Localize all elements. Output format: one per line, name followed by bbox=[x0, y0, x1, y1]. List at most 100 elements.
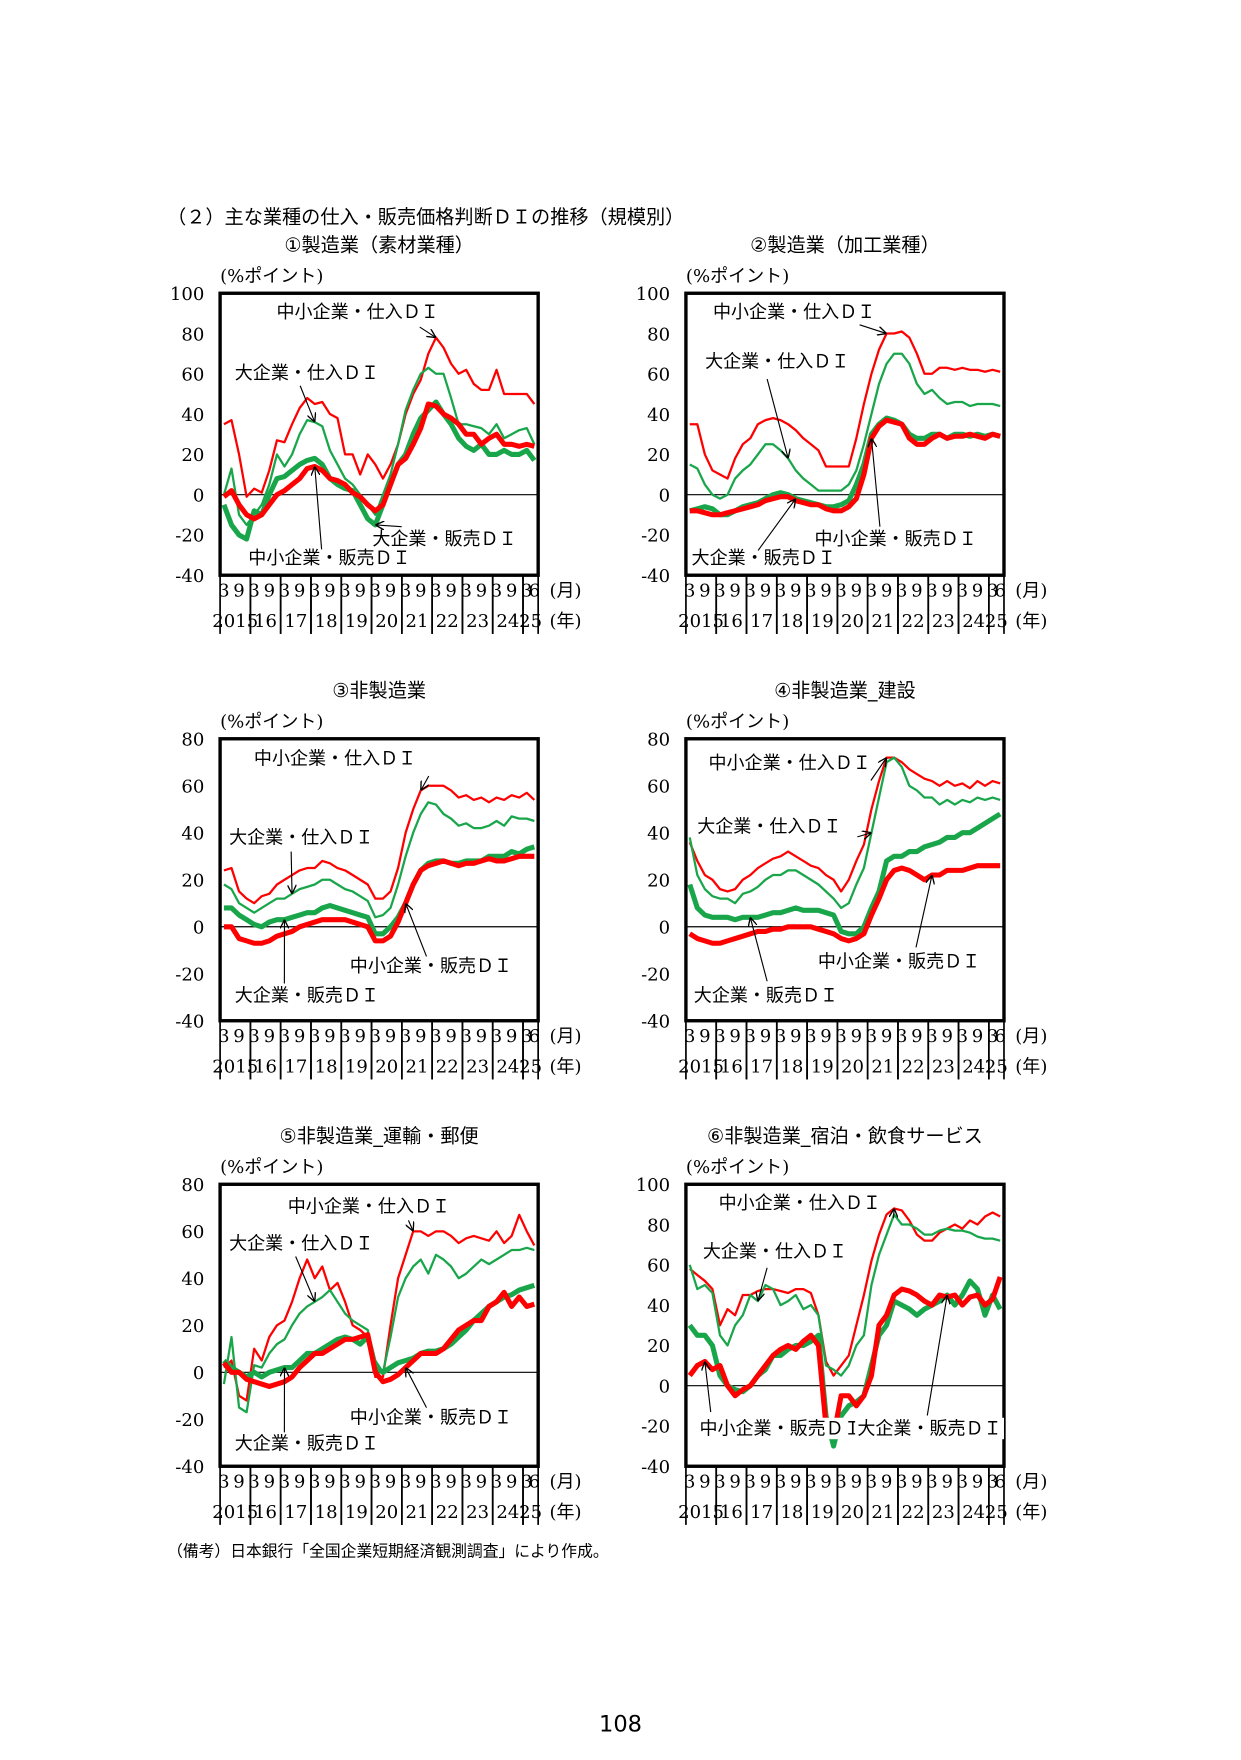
y-tick-label: -40 bbox=[175, 1012, 204, 1033]
x-tick-label: 9 bbox=[385, 1026, 396, 1047]
year-label: 22 bbox=[436, 1502, 459, 1523]
x-tick-label: 9 bbox=[294, 1472, 305, 1493]
y-tick-label: -20 bbox=[641, 965, 670, 986]
year-unit: (年) bbox=[1015, 1502, 1047, 1523]
series-annotation: 大企業・仕入ＤＩ bbox=[229, 1234, 373, 1255]
y-tick-label: 80 bbox=[181, 324, 204, 345]
year-label: 19 bbox=[345, 611, 368, 632]
page-number: 108 bbox=[599, 1711, 642, 1737]
year-label: 16 bbox=[720, 611, 743, 632]
x-tick-label: 9 bbox=[264, 581, 275, 602]
year-label: 17 bbox=[750, 611, 773, 632]
year-label: 20 bbox=[375, 611, 398, 632]
x-tick-label: 9 bbox=[790, 581, 801, 602]
series-annotation: 大企業・仕入ＤＩ bbox=[705, 352, 849, 373]
annotation-arrow bbox=[315, 466, 322, 549]
year-label: 18 bbox=[780, 1057, 803, 1078]
year-label: 22 bbox=[902, 611, 925, 632]
year-label: 22 bbox=[902, 1057, 925, 1078]
annotation-arrow bbox=[871, 438, 879, 526]
year-label: 23 bbox=[466, 1502, 489, 1523]
plot-frame bbox=[220, 739, 538, 1021]
year-label: 21 bbox=[406, 611, 429, 632]
y-tick-label: 60 bbox=[647, 365, 670, 386]
year-label: 23 bbox=[466, 611, 489, 632]
x-tick-label: 9 bbox=[851, 1026, 862, 1047]
chart-title: ⑥非製造業_宿泊・飲食サービス bbox=[707, 1125, 983, 1148]
year-label: 20 bbox=[375, 1502, 398, 1523]
annotation-arrow bbox=[893, 1208, 894, 1218]
year-label: 21 bbox=[406, 1502, 429, 1523]
series-annotation: 大企業・販売ＤＩ bbox=[372, 529, 516, 550]
series-line bbox=[224, 856, 534, 943]
year-label: 20 bbox=[841, 1502, 864, 1523]
x-tick-label: 9 bbox=[941, 1026, 952, 1047]
x-tick-label: 9 bbox=[820, 581, 831, 602]
year-label: 18 bbox=[780, 611, 803, 632]
x-tick-label: 9 bbox=[354, 1472, 365, 1493]
y-tick-label: 100 bbox=[636, 1175, 670, 1196]
x-tick-label: 9 bbox=[476, 1026, 487, 1047]
annotation-arrow bbox=[406, 1368, 427, 1408]
year-label: 25 bbox=[985, 611, 1008, 632]
y-tick-label: 40 bbox=[647, 1296, 670, 1317]
y-axis-label: (%ポイント) bbox=[686, 266, 789, 287]
year-label: 16 bbox=[254, 1502, 277, 1523]
y-tick-label: 80 bbox=[647, 730, 670, 751]
series-annotation: 中小企業・販売ＤＩ bbox=[699, 1419, 861, 1440]
series-annotation: 中小企業・仕入ＤＩ bbox=[713, 302, 875, 323]
series-annotation: 大企業・仕入ＤＩ bbox=[229, 828, 373, 849]
year-label: 19 bbox=[345, 1502, 368, 1523]
year-label: 2015 bbox=[212, 1502, 258, 1523]
annotation-arrow bbox=[408, 1220, 413, 1231]
x-tick-label: 9 bbox=[354, 581, 365, 602]
annotation-arrow bbox=[375, 525, 401, 527]
x-unit: (月) bbox=[1015, 1026, 1047, 1047]
x-tick-label: 9 bbox=[911, 1026, 922, 1047]
x-tick-label: 9 bbox=[415, 581, 426, 602]
year-label: 24 bbox=[962, 611, 985, 632]
x-tick-label: 9 bbox=[233, 1026, 244, 1047]
y-tick-label: 20 bbox=[647, 445, 670, 466]
year-label: 17 bbox=[284, 1502, 307, 1523]
series-annotation: 中小企業・販売ＤＩ bbox=[814, 529, 976, 550]
x-tick-label: 9 bbox=[264, 1472, 275, 1493]
x-tick-label: 9 bbox=[233, 581, 244, 602]
annotation-arrow bbox=[406, 903, 427, 956]
y-axis-label: (%ポイント) bbox=[220, 711, 323, 732]
year-label: 25 bbox=[519, 1057, 542, 1078]
chart-title: ④非製造業_建設 bbox=[774, 679, 916, 702]
year-label: 16 bbox=[720, 1502, 743, 1523]
year-unit: (年) bbox=[549, 1502, 581, 1523]
y-tick-label: -20 bbox=[175, 526, 204, 547]
x-tick-label: 9 bbox=[881, 1026, 892, 1047]
series-annotation: 中小企業・仕入ＤＩ bbox=[254, 749, 416, 770]
y-tick-label: 0 bbox=[659, 1376, 670, 1397]
x-tick-label: 9 bbox=[729, 1026, 740, 1047]
x-tick-label: 9 bbox=[445, 581, 456, 602]
year-label: 19 bbox=[811, 1057, 834, 1078]
x-unit: (月) bbox=[1015, 581, 1047, 602]
year-label: 22 bbox=[436, 611, 459, 632]
year-label: 2015 bbox=[678, 611, 724, 632]
chart-title: ②製造業（加工業種） bbox=[750, 234, 940, 257]
y-tick-label: 80 bbox=[647, 1215, 670, 1236]
series-line bbox=[224, 1285, 534, 1377]
year-label: 20 bbox=[375, 1057, 398, 1078]
y-tick-label: 40 bbox=[181, 1269, 204, 1290]
y-tick-label: 60 bbox=[181, 365, 204, 386]
series-annotation: 大企業・販売ＤＩ bbox=[235, 986, 379, 1007]
y-tick-label: 40 bbox=[647, 824, 670, 845]
annotation-arrow bbox=[291, 852, 292, 894]
series-annotation: 中小企業・仕入ＤＩ bbox=[276, 302, 438, 323]
y-tick-label: 100 bbox=[170, 284, 204, 305]
y-tick-label: 20 bbox=[181, 871, 204, 892]
note: （備考）日本銀行「全国企業短期経済観測調査」により作成。 bbox=[167, 1541, 609, 1560]
annotation-arrow bbox=[927, 1295, 947, 1415]
y-tick-label: 0 bbox=[659, 485, 670, 506]
x-tick-label: 9 bbox=[972, 1026, 983, 1047]
series-annotation: 中小企業・仕入ＤＩ bbox=[719, 1193, 881, 1214]
year-label: 18 bbox=[315, 611, 338, 632]
